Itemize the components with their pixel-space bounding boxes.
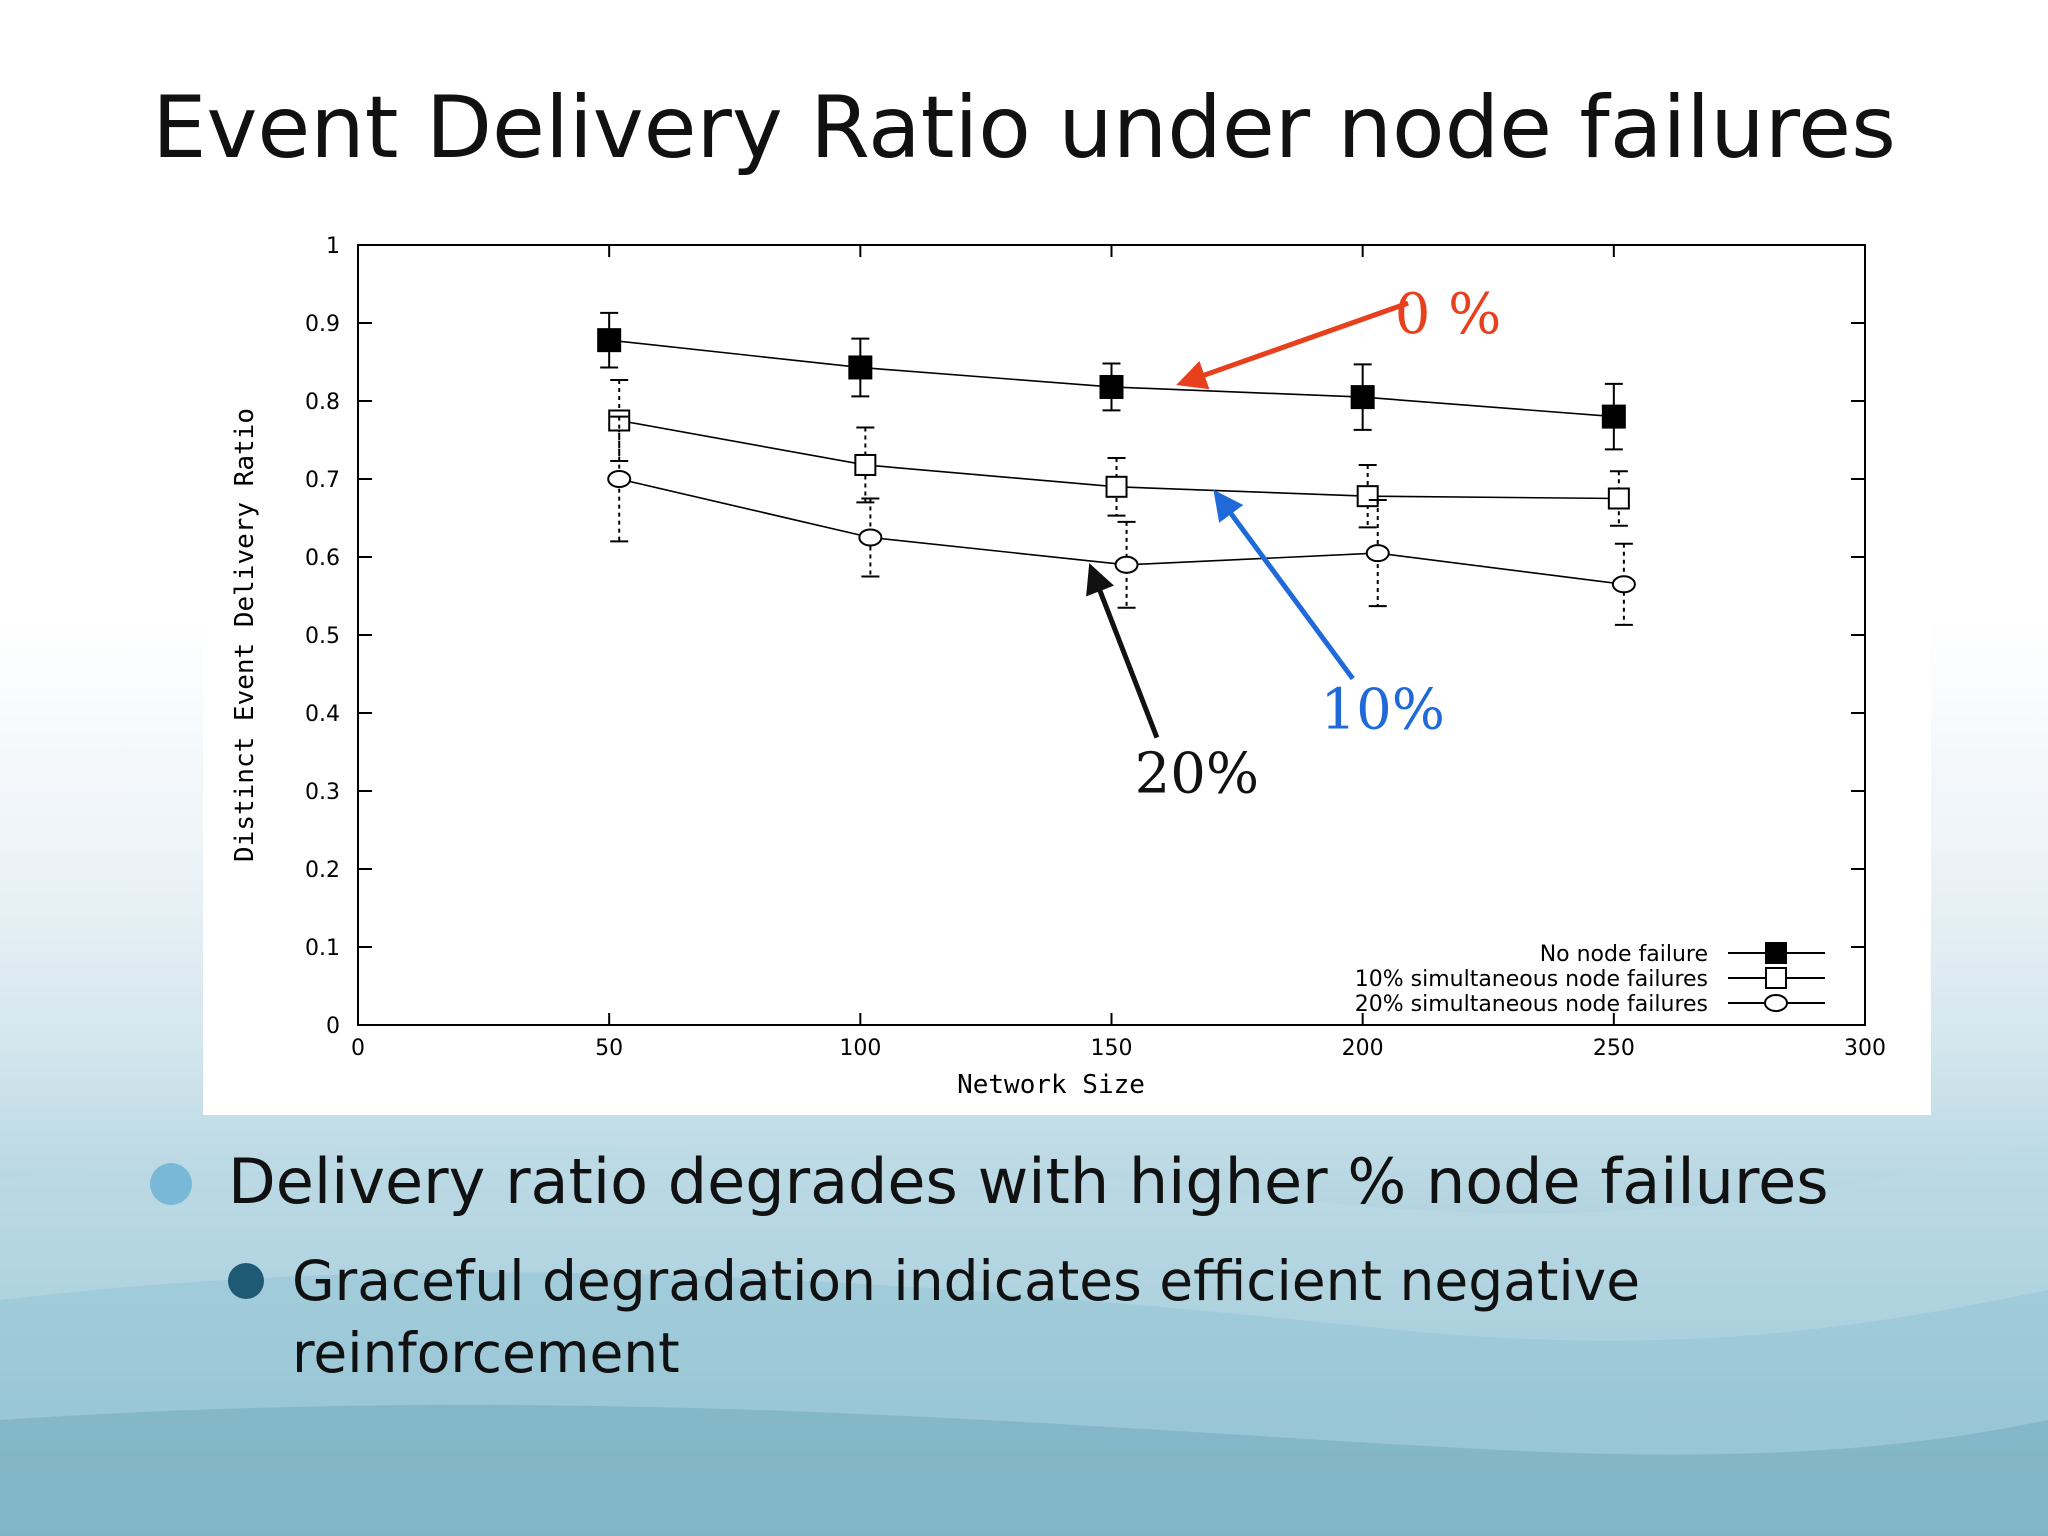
- delivery-ratio-chart: 0 50 100 150 200 250 300 0 0.1 0.2 0.3 0.4 0.5 0.6 0.7…: [230, 234, 1886, 1100]
- y-tick-label: 0.6: [305, 546, 340, 571]
- data-point: [1114, 555, 1139, 574]
- series-1: [608, 378, 1630, 529]
- x-tick-label: 50: [595, 1036, 623, 1061]
- chart-panel: 0 50 100 150 200 250 300 0 0.1 0.2 0.3 0.4 0.5 0.6 0.7…: [203, 223, 1931, 1115]
- y-tick-label: 1: [326, 234, 340, 259]
- bullet-text: Delivery ratio degrades with higher % no…: [228, 1145, 1829, 1218]
- chart-ticks: 0 50 100 150 200 250 300 0 0.1 0.2 0.3 0.4 0.5 0.6 0.7…: [305, 234, 1886, 1061]
- annotation-label: 0 %: [1395, 282, 1502, 347]
- data-point: [597, 328, 622, 353]
- y-tick-label: 0.3: [305, 780, 340, 805]
- data-point: [1365, 544, 1390, 563]
- bullet-text: Graceful degradation indicates efficient…: [292, 1249, 1641, 1385]
- y-tick-label: 0: [326, 1014, 340, 1039]
- y-tick-label: 0.1: [305, 936, 340, 961]
- data-point: [607, 470, 632, 488]
- legend-label: 10% simultaneous node failures: [1355, 967, 1708, 992]
- annotation-arrow: [1213, 489, 1355, 681]
- annotation-label: 20%: [1135, 742, 1259, 807]
- data-point: [1356, 485, 1379, 508]
- chart-series: [597, 311, 1636, 626]
- bullet-level2: Graceful degradation indicates efficient…: [228, 1245, 1728, 1389]
- y-axis-label: Distinct Event Delivery Ratio: [230, 408, 260, 862]
- x-tick-label: 250: [1593, 1036, 1635, 1061]
- data-point: [1765, 967, 1787, 989]
- data-point: [1611, 575, 1636, 594]
- y-tick-label: 0.5: [305, 624, 340, 649]
- data-point: [1105, 475, 1128, 498]
- x-tick-label: 100: [839, 1036, 881, 1061]
- data-point: [1099, 374, 1124, 399]
- data-point: [848, 355, 873, 380]
- x-tick-label: 300: [1844, 1036, 1886, 1061]
- data-point: [858, 528, 883, 547]
- legend-label: 20% simultaneous node failures: [1355, 992, 1708, 1017]
- data-point: [854, 453, 877, 476]
- data-point: [1607, 487, 1630, 510]
- x-tick-label: 200: [1342, 1036, 1384, 1061]
- annotation-arrow: [1086, 563, 1160, 739]
- data-point: [1764, 994, 1788, 1012]
- y-tick-label: 0.9: [305, 312, 340, 337]
- y-tick-label: 0.8: [305, 390, 340, 415]
- chart-annotations: 0 % 10% 20%: [1086, 282, 1502, 807]
- bullet-dot-icon: [228, 1263, 264, 1299]
- series-2: [607, 415, 1636, 626]
- bullet-level1: Delivery ratio degrades with higher % no…: [150, 1145, 1829, 1218]
- series-0: [597, 311, 1626, 451]
- y-tick-label: 0.7: [305, 468, 340, 493]
- y-tick-label: 0.2: [305, 858, 340, 883]
- x-tick-label: 150: [1091, 1036, 1133, 1061]
- data-point: [1765, 942, 1787, 964]
- data-point: [1601, 404, 1626, 429]
- annotation-arrow: [1176, 300, 1409, 390]
- y-tick-label: 0.4: [305, 702, 340, 727]
- plot-frame: [357, 244, 1866, 1026]
- legend-label: No node failure: [1540, 942, 1708, 967]
- x-axis-label: Network Size: [957, 1070, 1145, 1100]
- chart-axes: [357, 244, 1866, 1026]
- annotation-label: 10%: [1321, 678, 1445, 743]
- data-point: [1350, 385, 1375, 410]
- slide-title: Event Delivery Ratio under node failures: [152, 78, 1896, 178]
- x-tick-label: 0: [351, 1036, 365, 1061]
- bullet-dot-icon: [150, 1163, 192, 1205]
